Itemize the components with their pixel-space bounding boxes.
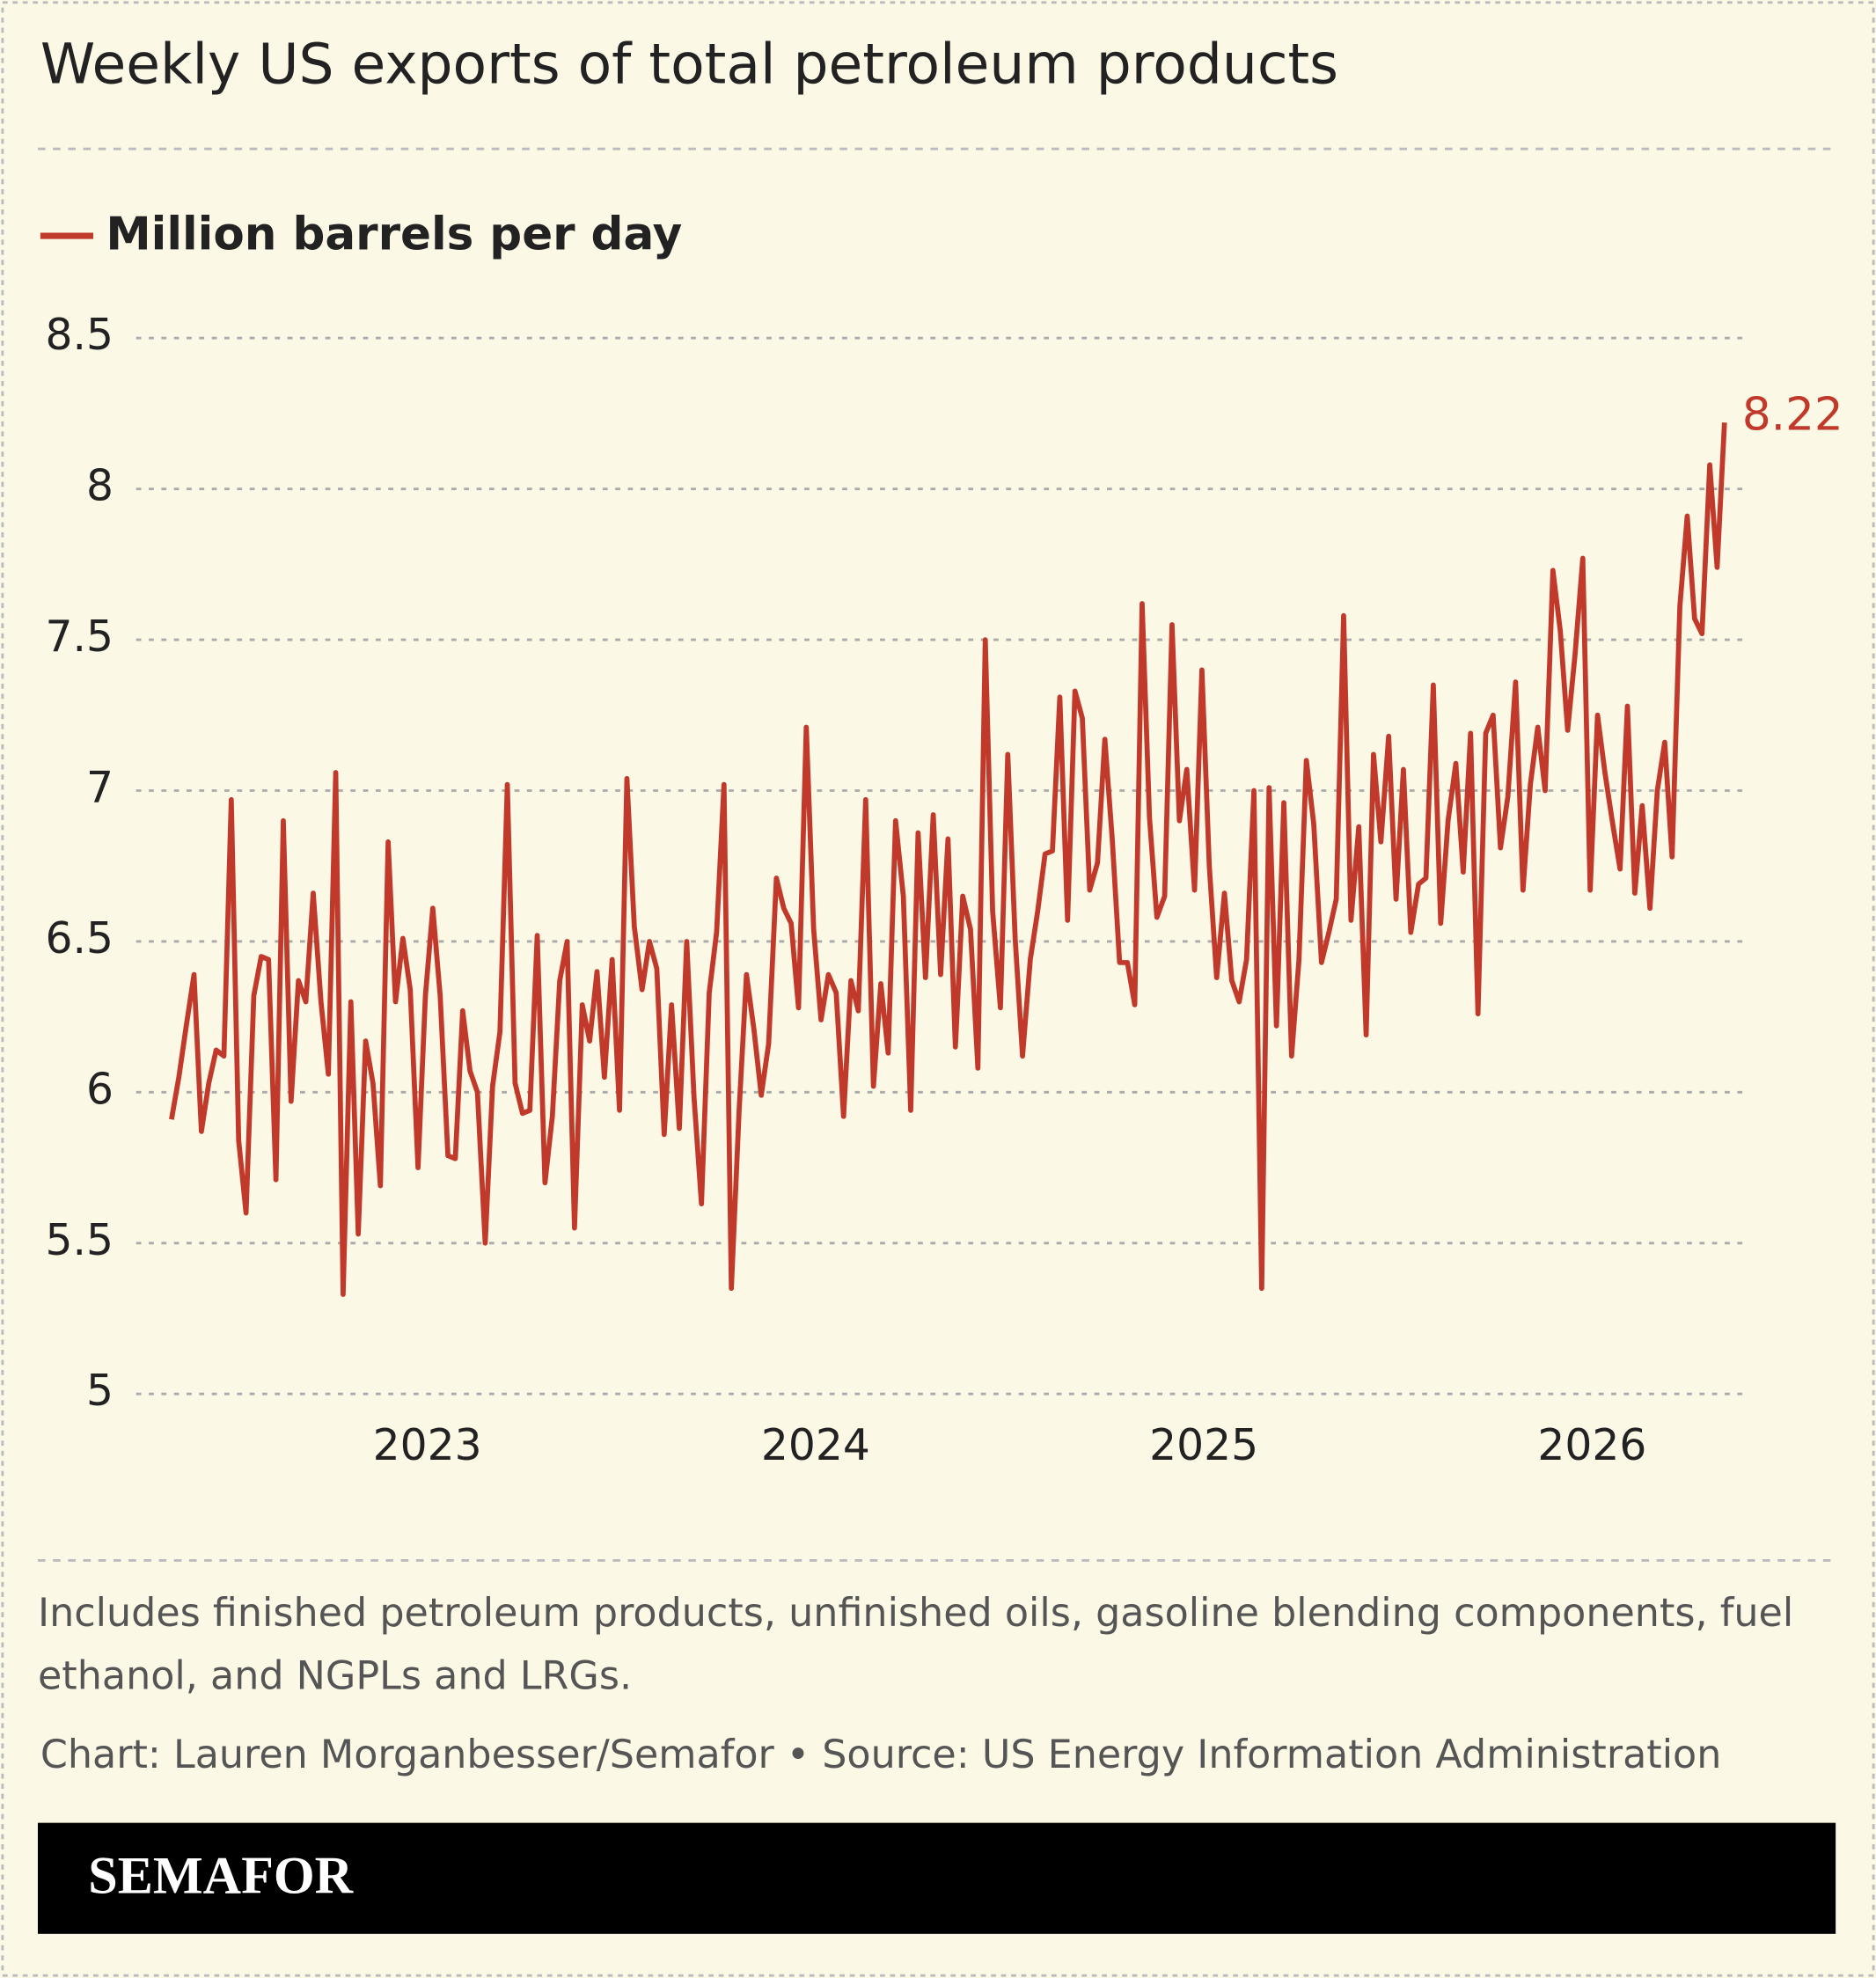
credit: Chart: Lauren Morganbesser/Semafor • Sou… — [40, 1733, 1722, 1777]
x-tick-label: 2023 — [373, 1421, 482, 1470]
legend-label: Million barrels per day — [106, 209, 682, 261]
x-tick-label: 2025 — [1149, 1421, 1258, 1470]
x-tick-label: 2024 — [761, 1421, 870, 1470]
y-tick-label: 6 — [86, 1065, 114, 1114]
note: Includes finished petroleum products, un… — [37, 1590, 1794, 1700]
y-tick-label: 8 — [86, 462, 114, 511]
y-tick-label: 6.5 — [45, 914, 113, 963]
end-value-label: 8.22 — [1742, 388, 1843, 441]
plot-area: 5 5.5 6 6.5 7 7.5 8 8.5 2023 2024 2025 2026 8.22 — [45, 311, 1843, 1470]
y-tick-label: 5 — [86, 1366, 114, 1416]
y-tick-label: 8.5 — [45, 311, 113, 360]
y-tick-label: 7.5 — [45, 612, 113, 662]
footer-band — [37, 1822, 1836, 1934]
x-tick-label: 2026 — [1537, 1421, 1646, 1470]
data-line — [169, 422, 1727, 1297]
logo: SEMAFOR — [88, 1846, 353, 1905]
note-box: Includes finished petroleum products, un… — [37, 1590, 1794, 1700]
chart-title: Weekly US exports of total petroleum pro… — [40, 31, 1338, 96]
y-tick-label: 7 — [86, 763, 114, 812]
y-tick-label: 5.5 — [45, 1216, 113, 1265]
